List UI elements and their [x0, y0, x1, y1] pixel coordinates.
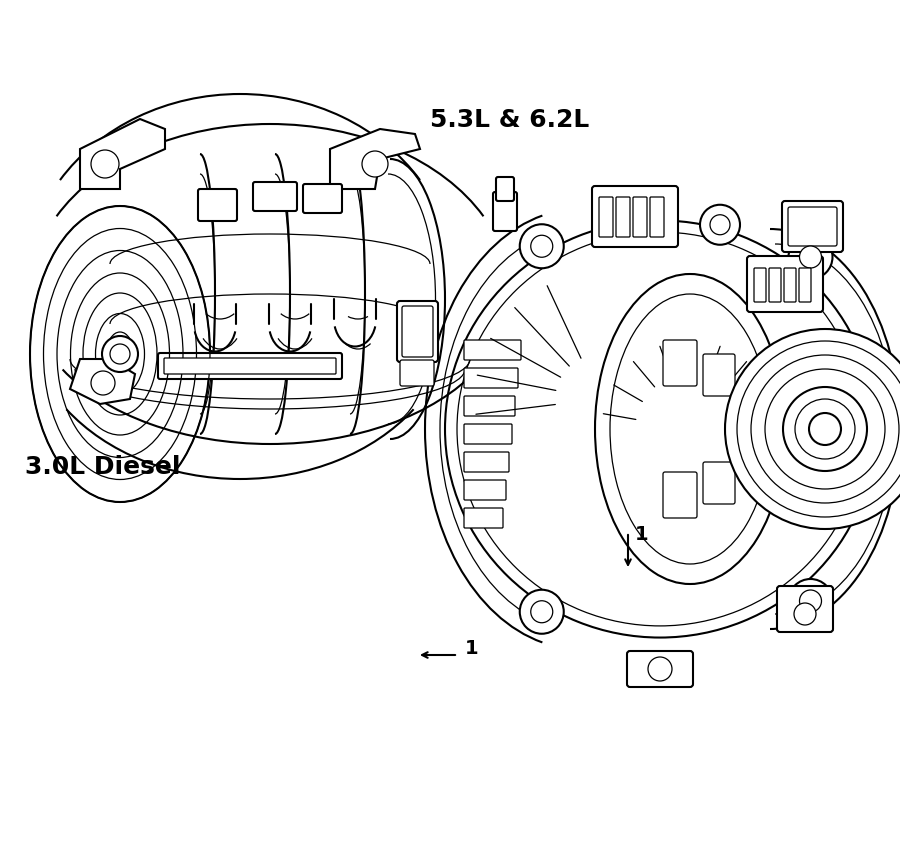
FancyBboxPatch shape [782, 201, 843, 252]
Circle shape [737, 341, 900, 517]
FancyBboxPatch shape [464, 452, 509, 472]
FancyBboxPatch shape [599, 197, 613, 237]
FancyBboxPatch shape [158, 353, 342, 379]
Circle shape [700, 205, 740, 245]
FancyBboxPatch shape [616, 197, 630, 237]
FancyBboxPatch shape [397, 301, 438, 362]
Circle shape [794, 603, 816, 625]
FancyBboxPatch shape [799, 268, 811, 302]
Circle shape [362, 151, 388, 177]
Circle shape [102, 336, 138, 372]
Circle shape [765, 369, 885, 489]
FancyBboxPatch shape [747, 256, 823, 312]
Circle shape [91, 371, 115, 395]
FancyBboxPatch shape [464, 424, 512, 444]
FancyBboxPatch shape [253, 182, 297, 211]
Circle shape [788, 579, 832, 623]
Polygon shape [330, 129, 420, 189]
Circle shape [799, 590, 822, 612]
Polygon shape [80, 119, 165, 189]
FancyBboxPatch shape [784, 268, 796, 302]
Circle shape [531, 235, 553, 257]
FancyBboxPatch shape [303, 184, 342, 213]
FancyBboxPatch shape [464, 396, 515, 416]
FancyBboxPatch shape [754, 268, 766, 302]
Circle shape [788, 235, 832, 279]
FancyBboxPatch shape [464, 368, 518, 388]
FancyBboxPatch shape [663, 340, 697, 386]
FancyBboxPatch shape [198, 189, 237, 221]
FancyBboxPatch shape [402, 306, 433, 357]
Circle shape [520, 590, 563, 633]
FancyBboxPatch shape [400, 360, 434, 386]
Polygon shape [70, 359, 135, 404]
FancyBboxPatch shape [788, 207, 837, 246]
Circle shape [751, 355, 899, 503]
FancyBboxPatch shape [650, 197, 664, 237]
Circle shape [725, 329, 900, 529]
FancyBboxPatch shape [164, 358, 336, 374]
FancyBboxPatch shape [592, 186, 678, 247]
FancyBboxPatch shape [633, 197, 647, 237]
Circle shape [710, 215, 730, 235]
Circle shape [809, 413, 841, 445]
FancyBboxPatch shape [627, 651, 693, 687]
Text: 3.0L Diesel: 3.0L Diesel [25, 455, 181, 479]
Circle shape [91, 150, 119, 178]
FancyBboxPatch shape [703, 462, 735, 504]
FancyBboxPatch shape [777, 586, 833, 632]
FancyBboxPatch shape [493, 192, 517, 231]
Text: 1: 1 [465, 639, 479, 659]
Circle shape [110, 344, 130, 364]
FancyBboxPatch shape [464, 508, 503, 528]
FancyBboxPatch shape [464, 480, 506, 500]
Circle shape [531, 601, 553, 623]
Circle shape [520, 224, 563, 268]
FancyBboxPatch shape [769, 268, 781, 302]
Circle shape [783, 387, 867, 471]
Text: 1: 1 [635, 525, 649, 544]
Circle shape [799, 246, 822, 268]
Circle shape [795, 399, 855, 459]
FancyBboxPatch shape [703, 354, 735, 396]
Text: 5.3L & 6.2L: 5.3L & 6.2L [430, 108, 590, 132]
FancyBboxPatch shape [496, 177, 514, 201]
Circle shape [648, 657, 672, 681]
FancyBboxPatch shape [464, 340, 521, 360]
FancyBboxPatch shape [663, 472, 697, 518]
